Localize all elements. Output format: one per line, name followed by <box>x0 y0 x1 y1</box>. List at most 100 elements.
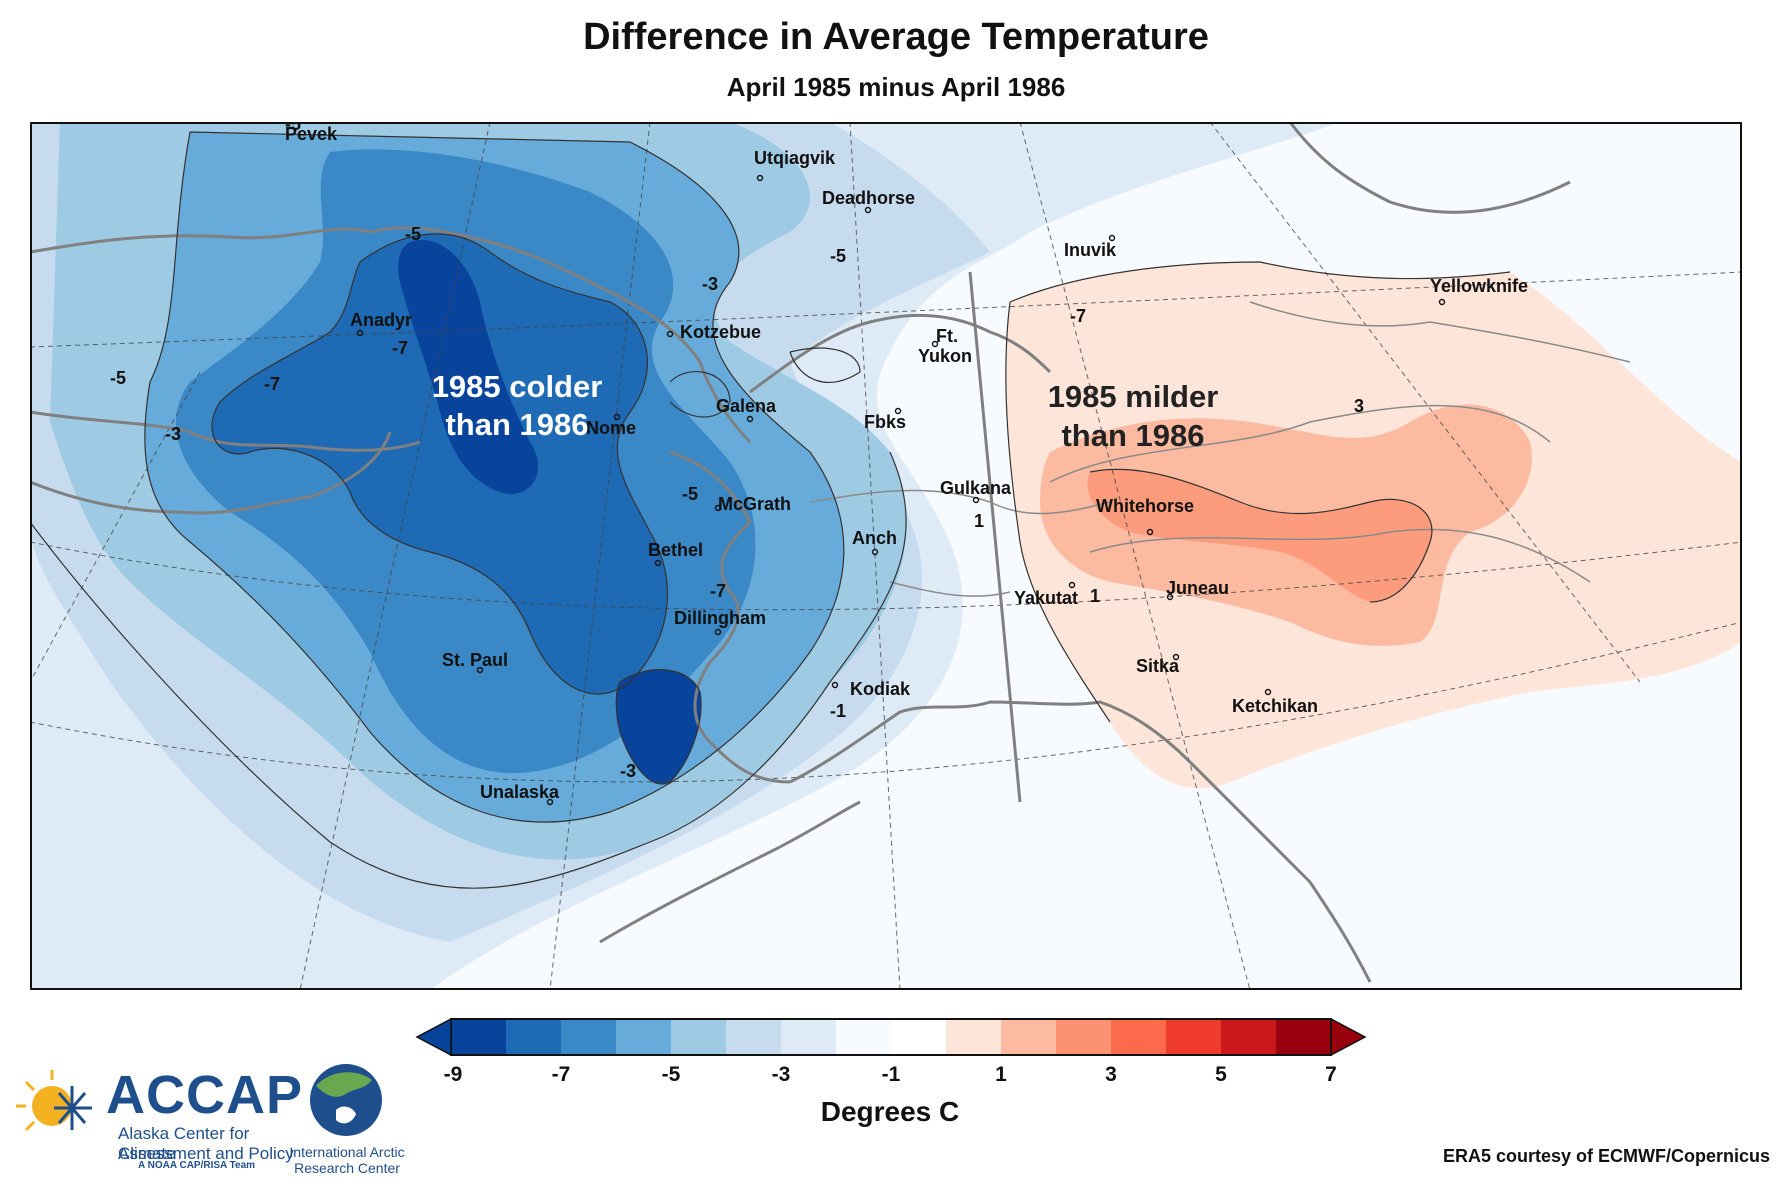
legend-tick-label: 7 <box>1325 1063 1337 1086</box>
annotation-warm-line1: 1985 milder <box>1048 379 1219 414</box>
contour-label: 1 <box>1090 586 1100 606</box>
legend-swatches <box>415 1017 1367 1057</box>
legend-swatch <box>726 1019 782 1055</box>
legend-tick-label: 3 <box>1105 1063 1117 1086</box>
accap-tagline: A NOAA CAP/RISA Team <box>138 1160 256 1171</box>
contour-label: -3 <box>702 274 718 294</box>
place-label-kodiak: Kodiak <box>850 679 911 699</box>
place-label-whitehorse: Whitehorse <box>1096 496 1194 516</box>
legend-low-arrow <box>415 1017 452 1057</box>
contour-label: 3 <box>1354 396 1364 416</box>
legend-swatch <box>836 1019 892 1055</box>
place-label-yukon: Yukon <box>918 346 972 366</box>
legend-title: Degrees C <box>821 1096 960 1127</box>
legend-swatch <box>616 1019 672 1055</box>
contour-label: -3 <box>165 424 181 444</box>
contour-label: -7 <box>710 581 726 601</box>
legend-swatch <box>1111 1019 1167 1055</box>
legend-swatch <box>946 1019 1002 1055</box>
contour-lines <box>30 131 1511 889</box>
chart-subtitle: April 1985 minus April 1986 <box>726 72 1066 102</box>
place-label-mcgrath: McGrath <box>718 494 791 514</box>
place-label-anadyr: Anadyr <box>350 310 412 330</box>
colorbar-legend: -9-7-5-3-113579 Degrees C <box>415 1017 1367 1127</box>
contour-label: -7 <box>1070 306 1086 326</box>
legend-tick-label: -9 <box>444 1063 463 1086</box>
annotation-cold-line1: 1985 colder <box>432 369 603 404</box>
contour-label: -5 <box>830 246 846 266</box>
contour-label: -7 <box>264 374 280 394</box>
place-label-inuvik: Inuvik <box>1064 240 1117 260</box>
contour-label: -3 <box>620 761 636 781</box>
graticule <box>30 122 1742 990</box>
place-label-nome: Nome <box>586 418 636 438</box>
place-label-sitka: Sitka <box>1136 656 1180 676</box>
coastlines <box>30 122 1571 983</box>
legend-tick-label: 5 <box>1215 1063 1227 1086</box>
legend-swatch <box>1056 1019 1112 1055</box>
contour-label: -5 <box>110 368 126 388</box>
legend-tick-label: 1 <box>995 1063 1007 1086</box>
place-label-yellowknife: Yellowknife <box>1430 276 1528 296</box>
legend-swatch <box>506 1019 562 1055</box>
legend-swatch <box>781 1019 837 1055</box>
legend-swatch <box>671 1019 727 1055</box>
contour-label: -7 <box>392 338 408 358</box>
legend-swatch <box>891 1019 947 1055</box>
place-label-galena: Galena <box>716 396 777 416</box>
legend-swatch <box>1166 1019 1222 1055</box>
anomaly-zone-plus3 <box>1087 469 1432 602</box>
place-label-gulkana: Gulkana <box>940 478 1012 498</box>
place-label-st-paul: St. Paul <box>442 650 508 670</box>
chart-title: Difference in Average Temperature <box>583 16 1209 58</box>
iarc-line2: Research Center <box>294 1160 400 1176</box>
place-label-deadhorse: Deadhorse <box>822 188 915 208</box>
legend-swatch <box>451 1019 507 1055</box>
accap-logo: ACCAP Alaska Center for Climate Assessme… <box>12 1060 302 1180</box>
place-label-ft: Ft. <box>936 326 958 346</box>
place-label-yakutat: Yakutat <box>1014 588 1078 608</box>
anomaly-zone-bethel <box>616 669 701 784</box>
sun-snowflake-icon <box>16 1070 92 1132</box>
iarc-logo: International Arctic Research Center <box>286 1060 426 1180</box>
map-frame <box>30 122 1742 990</box>
iarc-line1: International Arctic <box>289 1144 405 1160</box>
iarc-name: International Arctic Research Center <box>282 1144 412 1176</box>
place-label-pevek: Pevek <box>285 124 338 144</box>
annotation-warm-line2: than 1986 <box>1061 418 1204 453</box>
anomaly-zone-minus7 <box>398 240 539 494</box>
annotation-cold-line2: than 1986 <box>445 407 588 442</box>
place-label-juneau: Juneau <box>1166 578 1229 598</box>
contour-label: -5 <box>405 224 421 244</box>
place-label-dillingham: Dillingham <box>674 608 766 628</box>
legend-tick-label: -3 <box>772 1063 791 1086</box>
contour-label: -1 <box>830 701 846 721</box>
place-label-utqiagvik: Utqiagvik <box>754 148 836 168</box>
legend-swatch <box>1001 1019 1057 1055</box>
accap-line2: Assessment and Policy <box>118 1144 294 1163</box>
legend-tick-label: -1 <box>882 1063 901 1086</box>
contour-label: 1 <box>974 511 984 531</box>
legend-swatch <box>561 1019 617 1055</box>
accap-wordmark: ACCAP <box>106 1065 304 1125</box>
contour-label: -5 <box>285 122 301 134</box>
legend-high-arrow <box>1330 1017 1367 1057</box>
place-label-kotzebue: Kotzebue <box>680 322 761 342</box>
legend-swatch <box>1276 1019 1332 1055</box>
place-label-anch: Anch <box>852 528 897 548</box>
contour-label: -5 <box>682 484 698 504</box>
legend-tick-label: -7 <box>552 1063 571 1086</box>
place-label-fbks: Fbks <box>864 412 906 432</box>
data-credit: ERA5 courtesy of ECMWF/Copernicus <box>1442 1146 1770 1166</box>
inland-lakes <box>809 301 1631 597</box>
legend-swatch <box>1221 1019 1277 1055</box>
anomaly-zone-minus6 <box>211 233 668 694</box>
place-markers <box>339 122 1446 806</box>
temperature-difference-map: -5 -5 -3 -7 -7 -7 -5 -3 -5 -5 -3 -1 -7 1… <box>30 122 1742 990</box>
place-label-ketchikan: Ketchikan <box>1232 696 1318 716</box>
accap-line1: Alaska Center for Climate <box>118 1124 250 1163</box>
place-label-unalaska: Unalaska <box>480 782 560 802</box>
place-label-bethel: Bethel <box>648 540 703 560</box>
legend-tick-label: -5 <box>662 1063 681 1086</box>
globe-icon <box>310 1064 382 1136</box>
